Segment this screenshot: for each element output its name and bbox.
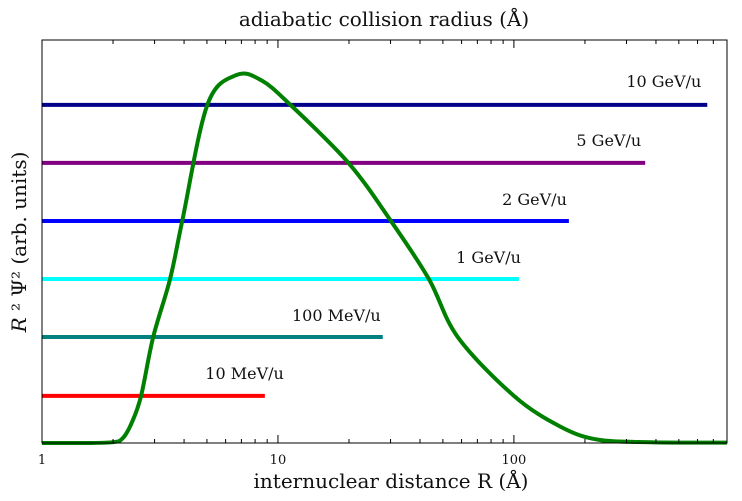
x-axis-label: internuclear distance R (Å) (254, 468, 529, 493)
energy-label: 2 GeV/u (502, 190, 567, 209)
chart-title: adiabatic collision radius (Å) (239, 6, 529, 31)
axis-ticks (41, 40, 728, 443)
energy-label: 5 GeV/u (576, 131, 641, 150)
energy-lines (42, 102, 708, 398)
energy-label: 100 MeV/u (292, 306, 381, 325)
x-tick-label: 100 (501, 453, 526, 468)
energy-label: 10 MeV/u (205, 364, 284, 383)
y-axis-label: R ² Ψ² (arb. units) (7, 152, 31, 334)
energy-label: 1 GeV/u (456, 248, 521, 267)
y-axis-label-rest: ² Ψ² (arb. units) (7, 152, 31, 318)
probability-density-curve (41, 71, 728, 446)
energy-labels: 10 GeV/u 5 GeV/u 2 GeV/u 1 GeV/u 100 MeV/u 10… (205, 72, 701, 383)
x-tick-label: 10 (270, 453, 287, 468)
x-tick-labels: 1 10 100 (38, 453, 526, 468)
x-tick-label: 1 (38, 453, 46, 468)
plot-frame (41, 39, 728, 444)
y-axis-label-symbol: R (7, 317, 31, 333)
energy-label: 10 GeV/u (626, 72, 701, 91)
